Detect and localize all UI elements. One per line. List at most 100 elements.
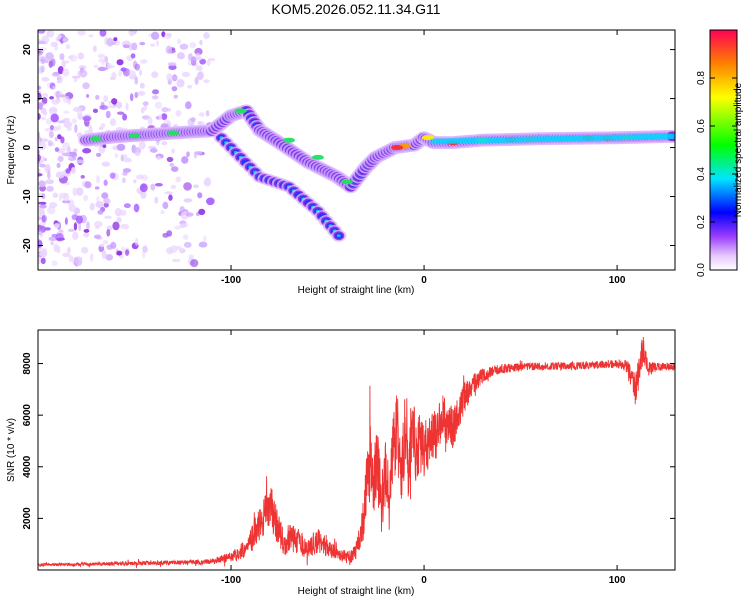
noise-blob: [108, 100, 112, 106]
noise-blob: [154, 183, 163, 187]
noise-blob: [38, 201, 47, 205]
noise-blob: [155, 40, 159, 47]
noise-blob: [65, 44, 71, 50]
noise-blob: [42, 110, 48, 116]
noise-blob: [149, 148, 158, 153]
noise-blob: [141, 174, 149, 181]
noise-blob: [63, 60, 70, 64]
colorbar-tick-label: 0.8: [696, 71, 707, 85]
noise-blob: [183, 182, 192, 191]
noise-blob: [38, 40, 47, 45]
noise-blob: [199, 58, 207, 65]
noise-blob: [44, 164, 51, 173]
noise-blob: [62, 141, 71, 151]
noise-blob: [44, 59, 49, 63]
noise-blob: [165, 45, 173, 54]
noise-blob: [116, 250, 123, 256]
noise-blob: [168, 194, 173, 201]
noise-blob: [75, 159, 85, 164]
noise-blob: [99, 30, 107, 37]
noise-blob: [65, 168, 71, 174]
noise-blob: [196, 71, 204, 81]
stable-band: [669, 133, 675, 140]
noise-blob: [150, 183, 156, 191]
snr-y-axis: 2000 4000 6000 8000: [22, 352, 675, 530]
colorbar-label: Normalized spectral amplitude: [733, 82, 744, 217]
noise-blob: [116, 101, 123, 109]
noise-blob: [106, 37, 114, 47]
noise-blob: [122, 177, 126, 184]
noise-blob: [154, 101, 163, 109]
noise-blob: [165, 247, 174, 255]
colorbar-tick-label: 0.4: [696, 167, 707, 181]
noise-blob: [89, 202, 95, 211]
noise-blob: [92, 45, 97, 53]
colorbar-axis: 0.0 0.2 0.4 0.6 0.8: [696, 71, 737, 277]
noise-blob: [105, 110, 111, 119]
noise-blob: [122, 113, 128, 121]
noise-blob: [53, 222, 60, 229]
snr-x-axis: -100 0 100: [221, 330, 626, 586]
noise-blob: [163, 119, 171, 125]
spectrogram-plot-area: [38, 30, 675, 270]
noise-blob: [194, 151, 203, 156]
noise-blob: [71, 152, 77, 159]
noise-blob: [102, 239, 109, 245]
noise-blob: [179, 43, 189, 50]
noise-blob: [160, 209, 165, 215]
hot-spot: [128, 133, 141, 139]
noise-blob: [95, 201, 104, 209]
noise-blob: [57, 124, 62, 131]
noise-blob: [56, 98, 61, 103]
noise-blob: [194, 76, 199, 85]
noise-blob: [104, 215, 112, 219]
noise-blob: [53, 243, 59, 253]
noise-blob: [58, 196, 63, 202]
noise-blob: [175, 176, 182, 183]
noise-blob: [179, 222, 189, 228]
noise-blob: [150, 43, 156, 47]
noise-blob: [67, 246, 71, 254]
noise-blob: [166, 230, 173, 237]
noise-blob: [55, 90, 60, 100]
noise-blob: [77, 113, 83, 120]
noise-blob: [203, 234, 207, 243]
lower-branch-core: [336, 234, 341, 238]
snr-x-tick-label: 0: [421, 575, 427, 586]
spectrogram-y-tick-label: 20: [22, 44, 33, 56]
noise-blob: [47, 170, 51, 180]
noise-blob: [138, 141, 146, 150]
noise-blob: [57, 34, 62, 40]
noise-blob: [38, 256, 42, 265]
snr-x-label: Height of straight line (km): [298, 586, 415, 597]
noise-blob: [205, 110, 210, 117]
noise-blob: [158, 114, 163, 121]
noise-blob: [39, 204, 47, 209]
noise-blob: [62, 95, 71, 103]
noise-blob: [120, 154, 125, 162]
noise-blob: [151, 95, 159, 100]
noise-blob: [177, 38, 181, 45]
hot-spot: [391, 145, 404, 151]
noise-blob: [123, 203, 131, 209]
noise-blob: [109, 118, 117, 126]
noise-blob: [84, 181, 92, 189]
noise-blob: [65, 181, 70, 185]
noise-blob: [103, 95, 109, 103]
noise-blob: [156, 155, 161, 161]
noise-blob: [197, 192, 203, 199]
noise-blob: [109, 76, 116, 81]
noise-blob: [100, 123, 106, 128]
noise-blob: [38, 252, 44, 256]
noise-blob: [122, 44, 130, 49]
noise-blob: [171, 75, 178, 81]
noise-blob: [195, 62, 199, 72]
noise-blob: [43, 138, 49, 143]
noise-blob: [59, 53, 65, 61]
noise-blob: [139, 82, 145, 89]
noise-blob: [170, 184, 177, 189]
noise-blob: [39, 163, 46, 168]
noise-blob: [78, 222, 82, 232]
noise-blob: [93, 220, 103, 228]
noise-blob: [181, 71, 190, 78]
